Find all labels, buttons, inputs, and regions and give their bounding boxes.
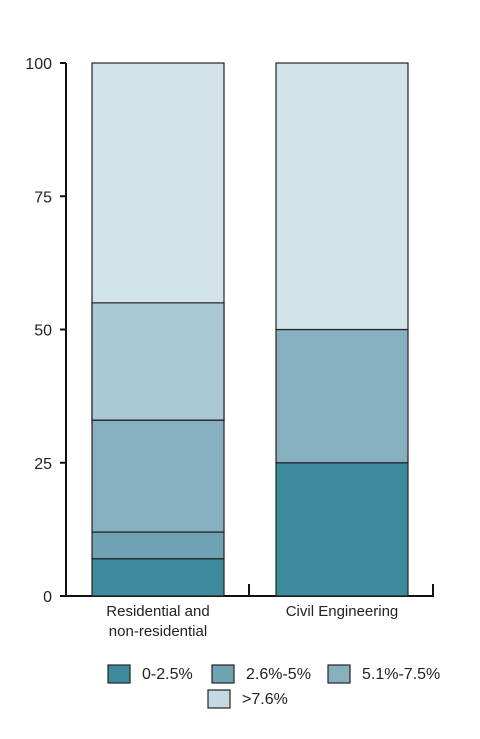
y-tick-label: 75 (34, 189, 52, 206)
y-tick-label: 0 (43, 589, 52, 606)
legend-label: >7.6% (242, 691, 288, 708)
bar-segment (275, 462, 409, 597)
legend-swatch (327, 664, 351, 684)
legend-swatch (211, 664, 235, 684)
bar-segment (275, 328, 409, 464)
y-tick-label: 25 (34, 456, 52, 473)
legend-label: 2.6%-5% (246, 666, 311, 683)
legend-label: 5.1%-7.5% (362, 666, 440, 683)
bar-segment (91, 419, 225, 533)
legend-swatch (207, 689, 231, 709)
y-tick-label: 50 (34, 323, 52, 340)
category-label: Civil Engineering (286, 603, 399, 620)
bar-segment (275, 62, 409, 331)
category-label: non-residential (109, 623, 207, 640)
legend: 0-2.5% 2.6%-5% 5.1%-7.5% >7.6% (107, 664, 440, 709)
legend-swatch (107, 664, 131, 684)
bars (91, 62, 409, 597)
y-tick-label: 100 (25, 56, 52, 73)
category-label: Residential and (106, 603, 209, 620)
bar-segment (91, 558, 225, 597)
category-labels: Residential and non-residential Civil Engi… (106, 603, 398, 640)
legend-label: 0-2.5% (142, 666, 193, 683)
bar-segment (91, 531, 225, 560)
bar-segment (91, 302, 225, 421)
